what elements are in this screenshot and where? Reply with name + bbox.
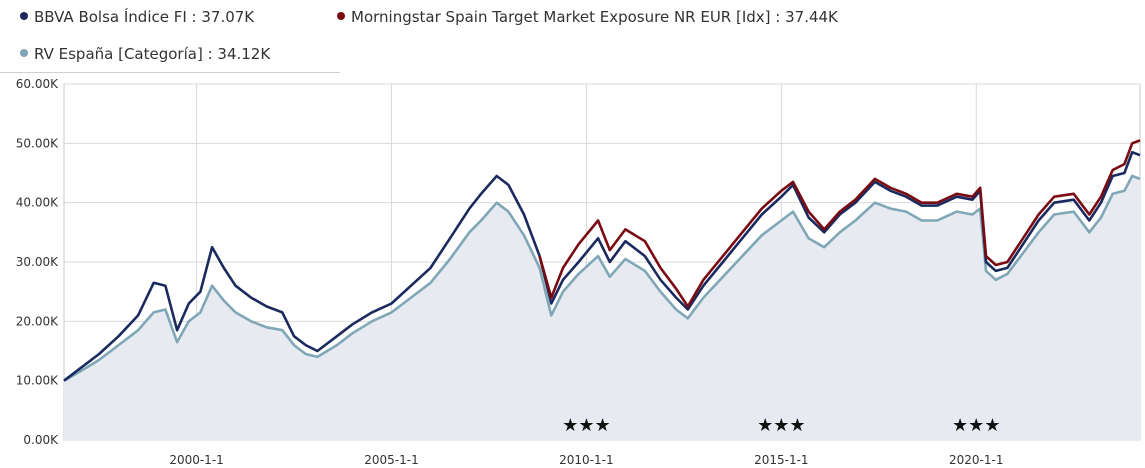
y-tick-label: 20.00K [16, 314, 59, 328]
star-rating: ★★★ [562, 415, 610, 436]
category-area-fill [64, 176, 1140, 440]
y-tick-label: 10.00K [16, 374, 59, 388]
legend-item-index[interactable]: Morningstar Spain Target Market Exposure… [337, 8, 838, 26]
legend-label-index: Morningstar Spain Target Market Exposure… [351, 8, 838, 26]
x-tick-label: 2010-1-1 [559, 453, 613, 467]
x-tick-label: 2005-1-1 [364, 453, 418, 467]
legend-item-category[interactable]: RV España [Categoría] : 34.12K [20, 45, 270, 63]
legend-label-category: RV España [Categoría] : 34.12K [34, 45, 271, 63]
series-line-index [538, 139, 1141, 308]
series-line-fund [63, 150, 1141, 382]
legend-label-fund: BBVA Bolsa Índice FI : 37.07K [34, 8, 255, 26]
chart-legend: BBVA Bolsa Índice FI : 37.07K Morningsta… [0, 0, 838, 73]
y-tick-label: 40.00K [16, 196, 59, 210]
x-tick-label: 2000-1-1 [169, 453, 223, 467]
legend-marker-category [20, 48, 28, 57]
series-line-category [63, 174, 1141, 382]
star-rating: ★★★ [952, 415, 1000, 436]
legend-marker-index [337, 11, 345, 20]
y-tick-label: 30.00K [16, 255, 59, 269]
legend-marker-fund [20, 11, 28, 20]
x-tick-label: 2015-1-1 [754, 453, 808, 467]
y-tick-label: 60.00K [16, 77, 59, 91]
star-rating: ★★★ [757, 415, 805, 436]
legend-item-fund[interactable]: BBVA Bolsa Índice FI : 37.07K [20, 8, 254, 26]
y-tick-label: 0.00K [23, 433, 59, 447]
y-tick-label: 50.00K [16, 136, 59, 150]
x-tick-label: 2020-1-1 [949, 453, 1003, 467]
